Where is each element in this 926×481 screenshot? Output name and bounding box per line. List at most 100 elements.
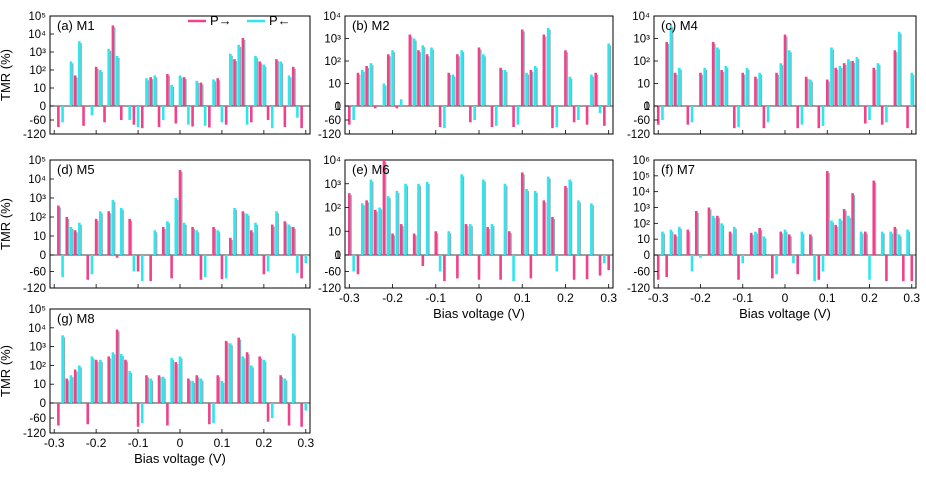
bar-pbackward — [716, 47, 719, 106]
bar-pbackward — [503, 69, 507, 106]
ytick-label: 0 — [644, 101, 650, 113]
bar-pforward — [477, 255, 481, 280]
bar-shade — [181, 358, 183, 403]
bar-pbackward — [69, 226, 73, 255]
bar-pforward — [542, 200, 546, 255]
bar-pbackward — [99, 211, 102, 255]
bar-shade — [811, 236, 813, 255]
bar-shade — [701, 74, 703, 106]
bar-pforward — [237, 337, 241, 403]
bar-pforward — [94, 359, 98, 403]
bar-shade — [428, 183, 430, 255]
bar-pforward — [529, 69, 533, 106]
bar-pforward — [178, 169, 182, 255]
ytick-label: -120 — [318, 129, 341, 141]
ytick-label: 0 — [335, 101, 341, 113]
bar-pbackward — [889, 231, 892, 255]
ytick-label: 0 — [335, 250, 341, 262]
bar-shade — [549, 178, 551, 255]
bar-pforward — [391, 233, 394, 255]
bar-shade — [231, 55, 233, 106]
ytick-label: -120 — [23, 283, 46, 295]
bar-shade — [223, 382, 225, 403]
bar-shade — [545, 36, 547, 106]
bar-shade — [147, 377, 149, 403]
bar-pforward — [699, 72, 702, 106]
bar-pforward — [170, 255, 173, 279]
xtick-label: 0.1 — [214, 436, 231, 450]
bar-pforward — [57, 205, 60, 255]
bar-pforward — [119, 106, 123, 120]
bar-shade — [428, 56, 430, 106]
bar-shade — [363, 71, 365, 106]
bar-pbackward — [661, 106, 664, 120]
bar-shade — [803, 233, 805, 255]
bar-pforward — [212, 226, 215, 255]
ytick-label: -60 — [324, 267, 341, 279]
bar-shade — [424, 47, 426, 106]
bar-pbackward — [395, 190, 399, 255]
bar-shade — [290, 77, 292, 106]
legend-label-pforward: P→ — [210, 13, 232, 28]
bar-pforward — [707, 207, 711, 255]
bar-pbackward — [161, 376, 165, 403]
panel-3: (c) M4 1 10 10² 10³ 10⁴ 0 -60 -120 — [627, 11, 917, 141]
bar-pforward — [771, 255, 774, 279]
bar-shade — [59, 207, 61, 255]
bar-pforward — [157, 375, 161, 403]
bar-pforward — [872, 180, 876, 255]
bar-shade — [118, 331, 120, 403]
bar-pforward — [386, 54, 390, 106]
bar-shade — [273, 226, 275, 255]
bar-pbackward — [399, 99, 403, 106]
bar-shade — [130, 220, 133, 255]
xtick-label: 0.3 — [297, 436, 314, 450]
bar-shade — [177, 364, 179, 403]
bar-pforward — [825, 171, 829, 255]
bar-shade — [609, 45, 612, 106]
ytick-label: 10² — [29, 212, 46, 224]
bar-pbackward — [568, 179, 572, 255]
bar-shade — [756, 233, 758, 255]
bar-shade — [389, 198, 391, 255]
bar-pforward — [529, 255, 533, 279]
bar-shade — [256, 57, 258, 106]
xtick-label: -0.3 — [44, 436, 65, 450]
bar-shade — [672, 26, 674, 107]
bar-pforward — [572, 255, 576, 280]
bar-pforward — [885, 255, 888, 282]
bar-pforward — [851, 61, 854, 106]
ytick-label: 10² — [633, 56, 650, 68]
bar-shade — [265, 361, 267, 403]
bar-pbackward — [598, 106, 602, 113]
bar-pbackward — [868, 106, 871, 120]
bar-pbackward — [703, 67, 707, 106]
bar-shade — [214, 228, 217, 255]
bar-pbackward — [153, 230, 157, 255]
bar-shade — [385, 162, 387, 255]
bar-pforward — [551, 106, 554, 129]
bar-pbackward — [490, 224, 494, 255]
xtick-label: 0.1 — [514, 291, 531, 305]
bar-pforward — [365, 200, 368, 255]
bar-pbackward — [283, 378, 287, 403]
bar-pforward — [893, 226, 897, 255]
xtick-label: -0.1 — [128, 436, 149, 450]
bar-pbackward — [847, 215, 850, 255]
bar-shade — [866, 233, 868, 255]
bar-shade — [667, 43, 670, 106]
ytick-label: 10³ — [324, 34, 341, 46]
bar-shade — [411, 36, 413, 106]
bar-shade — [828, 81, 830, 106]
bar-pbackward — [90, 106, 94, 116]
bar-pbackward — [669, 24, 673, 107]
xtick-label: 0 — [476, 291, 483, 305]
bar-pforward — [136, 255, 140, 272]
bar-pbackward — [711, 215, 715, 255]
bar-shade — [393, 52, 396, 106]
y-axis-title: TMR (%) — [0, 49, 13, 101]
bar-pforward — [300, 106, 303, 129]
bar-pbackward — [482, 179, 485, 255]
bar-pbackward — [195, 230, 199, 255]
bar-pbackward — [296, 255, 299, 273]
